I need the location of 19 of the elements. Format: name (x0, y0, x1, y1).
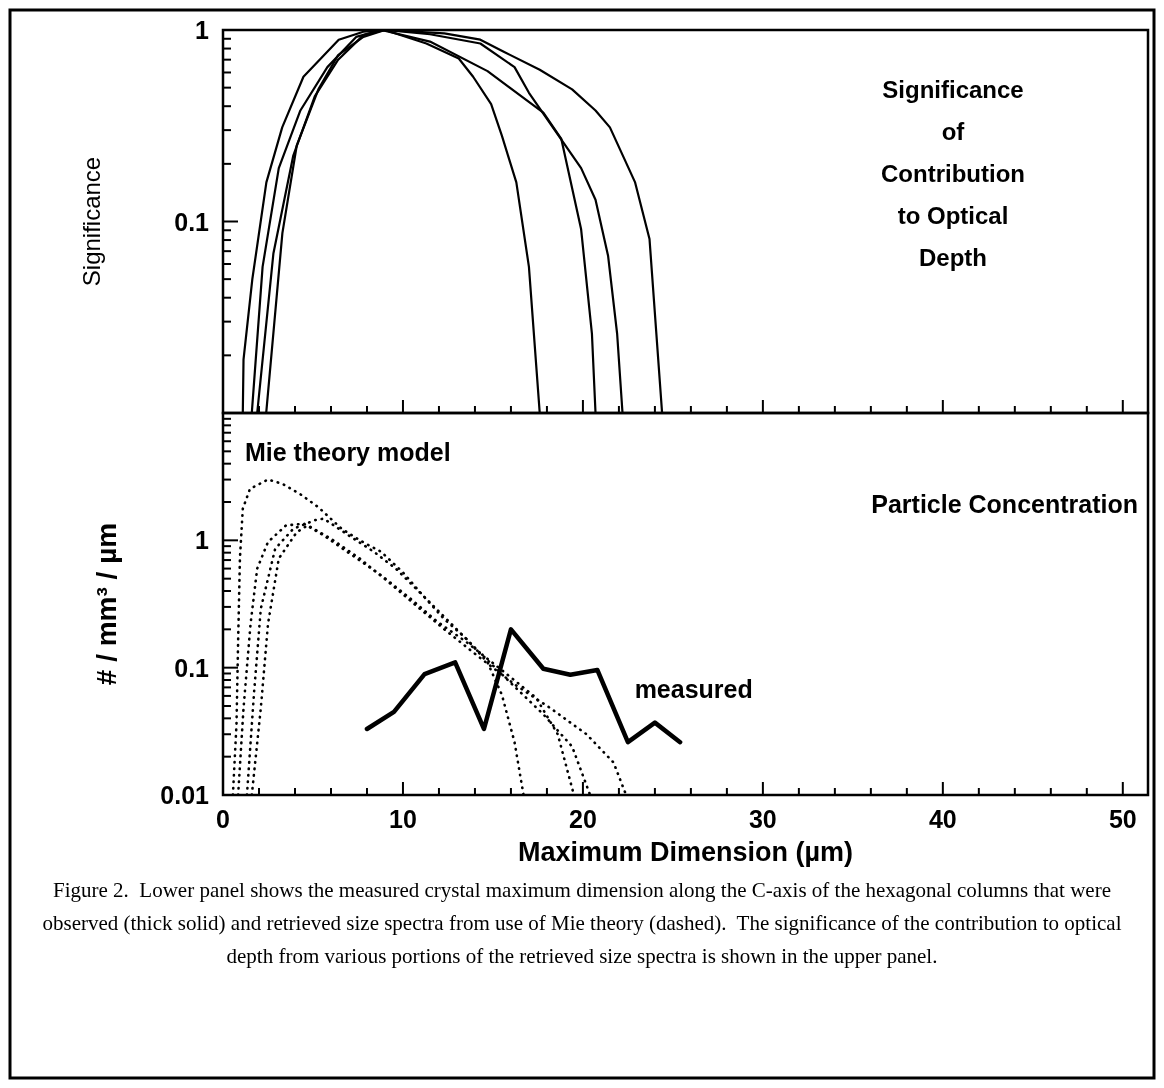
y-tick-label: 0.1 (174, 653, 210, 682)
y-axis-title: # / mm³ / µm (91, 522, 122, 686)
caption: Figure 2. Lower panel shows the measured crystal maximum dimension along the C-axis of the hexagonal columns that were observed (thick solid) and retrieved size spectra from use of Mie theory (dashed). The significance of the contribution to optical depth from various portions of the retrieved size spectra is shown in the upper panel. (42, 878, 1122, 968)
x-tick-label: 0 (216, 805, 230, 833)
annotation: measured (634, 675, 753, 703)
y-tick-label: 1 (195, 16, 210, 44)
x-tick-label: 10 (389, 805, 417, 833)
annotation: Significance of Contribution to Optical Depth (881, 76, 1025, 271)
y-tick-label: 1 (195, 526, 210, 555)
y-axis-title: Significance (78, 156, 105, 287)
y-tick-label: 0.1 (174, 207, 210, 236)
annotation: Particle Concentration (871, 490, 1138, 518)
x-tick-label: 40 (928, 805, 957, 833)
annotation: Mie theory model (245, 438, 451, 466)
x-axis-title: Maximum Dimension (µm) (517, 837, 854, 867)
x-tick-label: 50 (1108, 805, 1137, 833)
x-tick-label: 20 (569, 805, 597, 833)
y-tick-label: 0.01 (160, 781, 210, 809)
x-tick-label: 30 (748, 805, 777, 833)
